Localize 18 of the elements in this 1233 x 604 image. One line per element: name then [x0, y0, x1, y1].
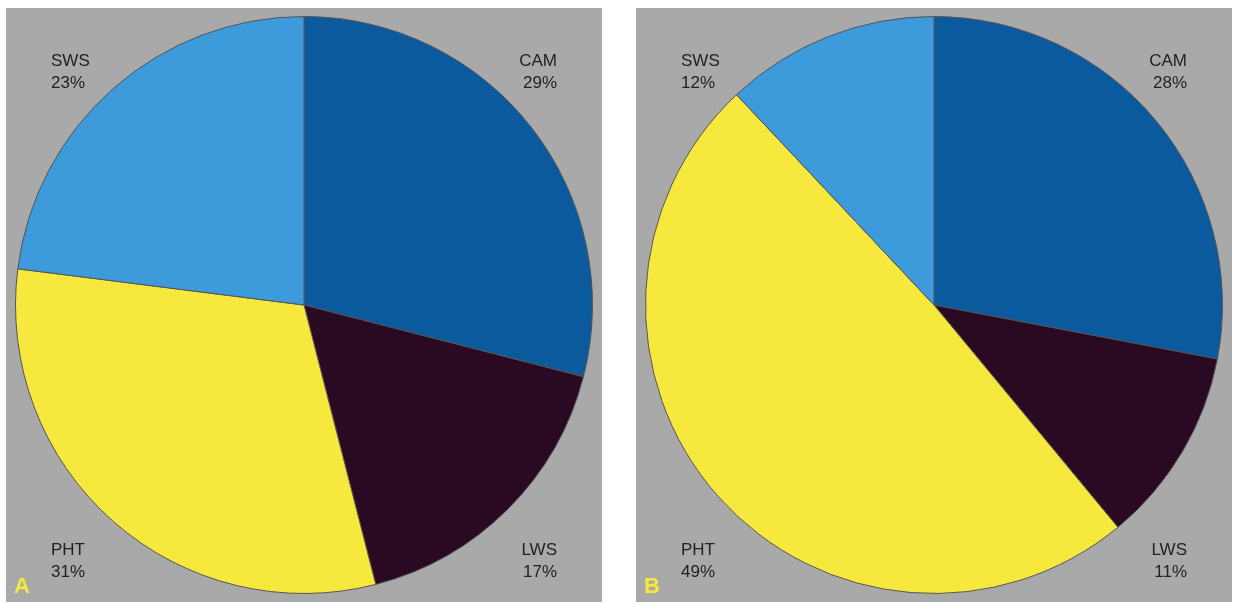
slice-label: SWS: [681, 51, 720, 71]
data-label: 23%: [51, 73, 86, 93]
slice-label: SWS: [51, 51, 90, 71]
data-label: 17%: [522, 562, 557, 582]
slice-label: PHT: [51, 540, 85, 560]
slice-label: CAM: [1149, 51, 1187, 71]
slice-label: CAM: [519, 51, 557, 71]
data-label: 11%: [1154, 562, 1187, 582]
text: A: [14, 573, 30, 599]
data-label: 31%: [51, 562, 86, 582]
data-label: 28%: [1152, 73, 1187, 93]
slice-label: LWS: [521, 540, 557, 560]
slice-label: PHT: [681, 540, 715, 560]
data-label: 12%: [681, 73, 716, 93]
data-label: 29%: [522, 73, 557, 93]
text: B: [644, 573, 660, 599]
slice-label: LWS: [1151, 540, 1187, 560]
data-label: 49%: [681, 562, 716, 582]
